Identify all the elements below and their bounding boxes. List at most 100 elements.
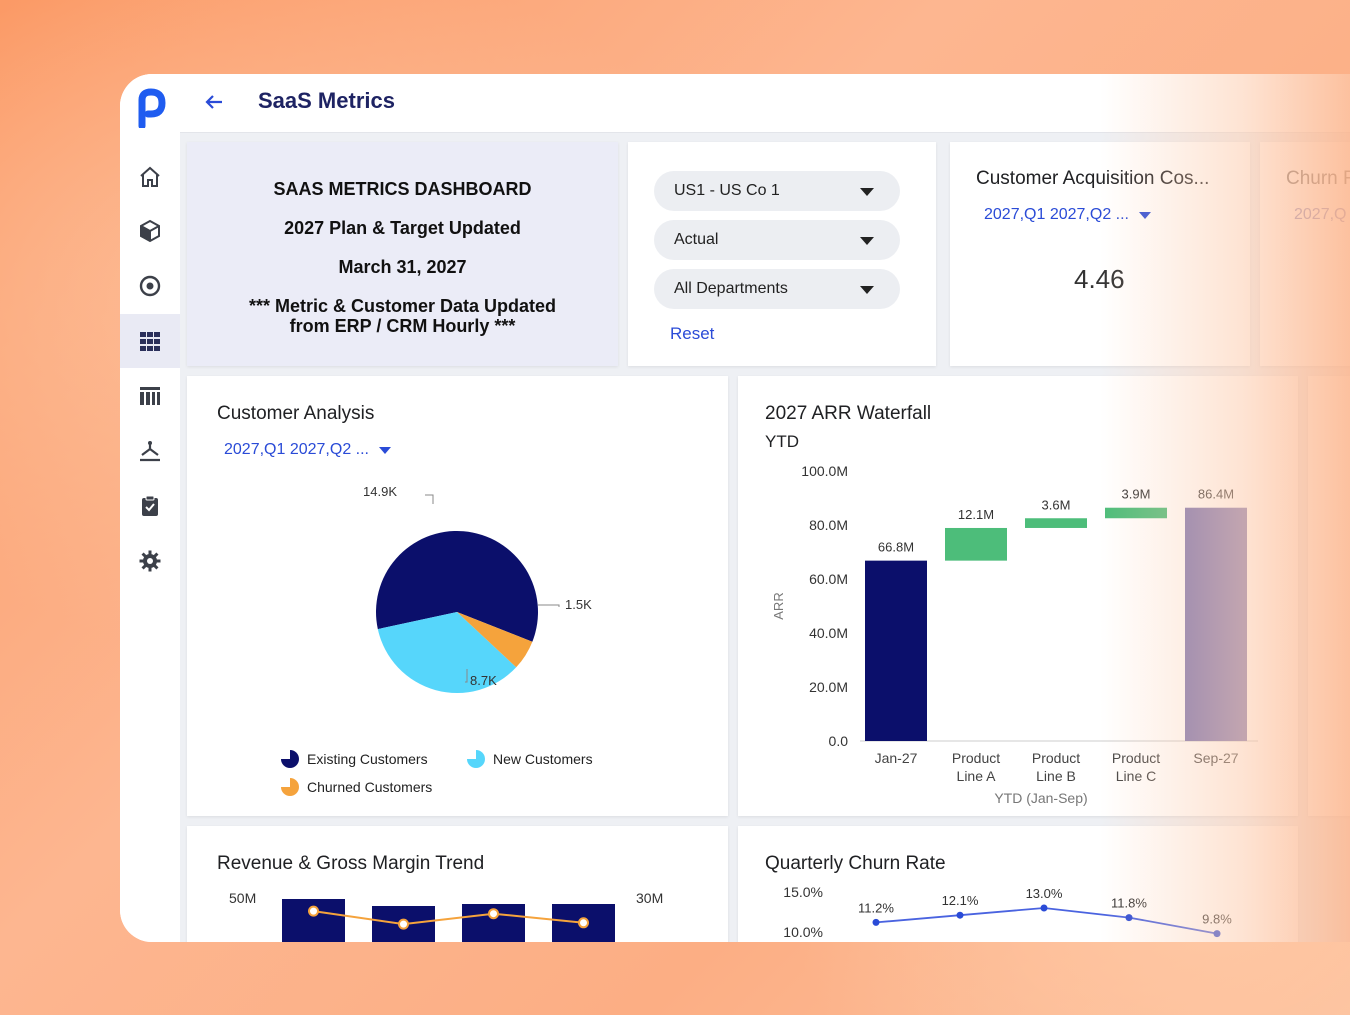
sidebar-item-home[interactable] (120, 150, 180, 204)
arr-subtitle: YTD (765, 432, 799, 451)
gross-margin-point[interactable] (398, 918, 409, 930)
x-tick-label: Jan-27 (875, 750, 918, 766)
bar-value-label: 3.9M (1122, 487, 1151, 502)
legend-churned[interactable]: Churned Customers (281, 778, 432, 796)
arr-waterfall-chart: 100.0M 80.0M 60.0M 40.0M 20.0M 0.0 ARR 66.8M Jan… (771, 463, 1258, 806)
target-icon (139, 275, 161, 297)
x-tick-label: Product (1112, 750, 1160, 766)
right-axis-tick: 30M (636, 890, 663, 906)
customer-analysis-filter[interactable]: 2027,Q1 2027,Q2 ... (224, 441, 391, 459)
churn-point[interactable] (1040, 904, 1048, 912)
cac-card: Customer Acquisition Cos... 2027,Q1 2027… (950, 142, 1250, 366)
caret-down-icon (1139, 211, 1151, 219)
entity-select-value: US1 - US Co 1 (674, 182, 780, 199)
churn-point[interactable] (872, 918, 880, 926)
cac-period-filter[interactable]: 2027,Q1 2027,Q2 ... (984, 206, 1151, 224)
x-tick-label: Line C (1116, 768, 1156, 784)
partial-card (1308, 376, 1350, 816)
waterfall-bar[interactable] (1025, 518, 1087, 528)
legend-existing[interactable]: Existing Customers (281, 750, 428, 768)
churn-rate-title: Quarterly Churn Rate (765, 853, 946, 874)
clipboard-icon (142, 495, 158, 516)
chevron-down-icon (860, 188, 874, 196)
y-tick-label: 80.0M (809, 517, 848, 533)
y-axis-label: ARR (771, 592, 786, 619)
back-arrow-icon[interactable] (202, 90, 226, 114)
entity-select[interactable]: US1 - US Co 1 (654, 171, 900, 211)
scenario-select[interactable]: Actual (654, 220, 900, 260)
churn-value-label: 11.8% (1111, 896, 1147, 911)
department-select[interactable]: All Departments (654, 269, 900, 309)
sidebar-item-target[interactable] (120, 259, 180, 313)
bar-value-label: 12.1M (958, 507, 994, 522)
churn-value-label: 11.2% (858, 900, 894, 915)
pie-slice[interactable] (365, 507, 562, 684)
app-logo-icon[interactable] (134, 88, 168, 128)
waterfall-bar[interactable] (945, 527, 1007, 561)
dashboard-banner: SAAS METRICS DASHBOARD 2027 Plan & Targe… (187, 142, 618, 366)
revenue-margin-card: Revenue & Gross Margin Trend 50M 30M (187, 826, 728, 942)
revenue-bar[interactable] (282, 899, 345, 942)
waterfall-bar[interactable] (1185, 507, 1247, 741)
gross-margin-point[interactable] (488, 908, 499, 920)
churn-point[interactable] (1213, 930, 1221, 938)
scenario-select-value: Actual (674, 231, 719, 248)
arr-waterfall-card: 2027 ARR Waterfall YTD 100.0M 80.0M 60.0M 4… (738, 376, 1298, 816)
top-bar: SaaS Metrics (180, 74, 1350, 133)
churn-point[interactable] (1125, 914, 1133, 922)
revenue-title: Revenue & Gross Margin Trend (217, 853, 485, 874)
churn-point[interactable] (956, 911, 964, 919)
sidebar-item-cube[interactable] (120, 204, 180, 258)
customer-analysis-filter-label: 2027,Q1 2027,Q2 ... (224, 441, 369, 458)
churn-rate-card: Quarterly Churn Rate 15.0% 10.0% 11.2% 12.1… (738, 826, 1298, 942)
legend-new[interactable]: New Customers (467, 750, 593, 768)
cac-value: 4.46 (1074, 264, 1125, 294)
pie-value-label: 1.5K (565, 597, 592, 612)
churn-card: Churn R 2027,Q (1260, 142, 1350, 366)
cube-icon (140, 219, 160, 243)
x-tick-label: Product (952, 750, 1000, 766)
banner-line-4: *** Metric & Customer Data Updated (248, 296, 557, 316)
banner-line-1: SAAS METRICS DASHBOARD (273, 179, 532, 199)
sidebar-item-reports[interactable] (120, 369, 180, 423)
y-tick-label: 0.0 (829, 733, 849, 749)
waterfall-bar[interactable] (865, 560, 927, 741)
gross-margin-line (313, 910, 584, 926)
pie-slice[interactable] (365, 587, 528, 715)
left-axis-tick: 50M (229, 890, 256, 906)
y-tick-label: 10.0% (783, 924, 823, 940)
pie-value-label: 8.7K (470, 673, 497, 688)
churn-card-title: Churn R (1286, 168, 1350, 189)
reset-link[interactable]: Reset (670, 324, 715, 343)
legend-label: New Customers (493, 751, 593, 767)
home-icon (140, 166, 160, 187)
building-icon (140, 387, 160, 405)
hierarchy-icon (140, 441, 160, 462)
gross-margin-point[interactable] (308, 905, 319, 917)
bar-value-label: 86.4M (1198, 487, 1234, 502)
x-tick-label: Product (1032, 750, 1080, 766)
chevron-down-icon (860, 237, 874, 245)
pie-slice[interactable] (446, 612, 533, 669)
y-tick-label: 20.0M (809, 679, 848, 695)
cac-title: Customer Acquisition Cos... (976, 168, 1210, 189)
churn-rate-chart: 15.0% 10.0% 11.2% 12.1% 13.0% 11.8% 9.8% (783, 884, 1232, 940)
churn-line (875, 907, 1218, 935)
waterfall-bar[interactable] (1105, 507, 1167, 519)
sidebar-item-hierarchy[interactable] (120, 424, 180, 478)
sidebar-item-dashboards[interactable] (120, 314, 180, 368)
legend-label: Churned Customers (307, 779, 433, 795)
gear-icon (139, 550, 161, 572)
sidebar (120, 74, 181, 942)
churn-period-filter[interactable]: 2027,Q (1294, 206, 1346, 224)
customer-analysis-title: Customer Analysis (217, 403, 375, 424)
gross-margin-point[interactable] (578, 917, 589, 929)
churn-filter-label: 2027,Q (1294, 206, 1347, 223)
banner-line-5: from ERP / CRM Hourly *** (289, 316, 516, 336)
customer-analysis-card: Customer Analysis 2027,Q1 2027,Q2 ... 14… (187, 376, 728, 816)
pie-label-leader (425, 494, 434, 504)
sidebar-item-settings[interactable] (120, 534, 180, 588)
x-tick-label: Line A (957, 768, 997, 784)
caret-down-icon (379, 446, 391, 454)
sidebar-item-tasks[interactable] (120, 479, 180, 533)
